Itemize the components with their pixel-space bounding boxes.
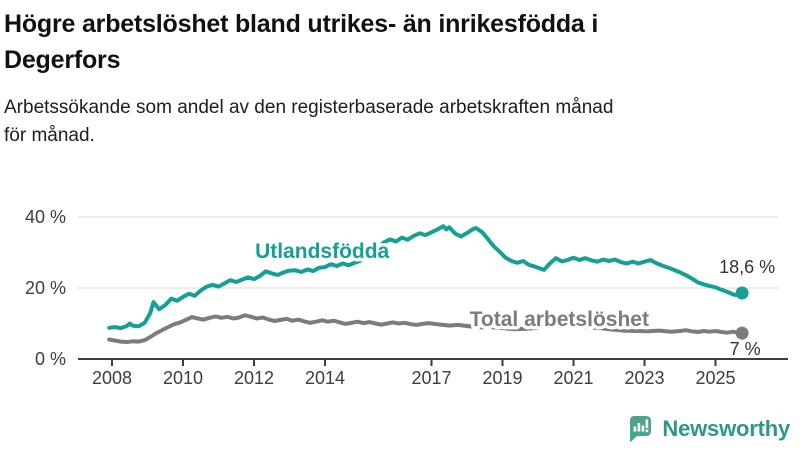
series-end-value-label-0: 18,6 % [719,257,775,277]
x-tick-label-2023: 2023 [624,368,664,388]
newsworthy-wordmark: Newsworthy [662,416,790,441]
series-end-value-label-1: 7 % [730,339,761,359]
x-tick-label-2010: 2010 [163,368,203,388]
x-tick-label-2021: 2021 [553,368,593,388]
chart-title-line-2: Degerfors [4,46,121,74]
x-tick-label-2008: 2008 [92,368,132,388]
x-tick-label-2025: 2025 [695,368,735,388]
chart-subtitle-line-2: för månad. [4,125,95,146]
chart-title: Högre arbetslöshet bland utrikes- än inr… [4,6,784,78]
chart-subtitle: Arbetssökande som andel av den registerb… [4,94,784,150]
x-tick-label-2014: 2014 [305,368,345,388]
x-tick-label-2012: 2012 [234,368,274,388]
series-end-dot-1 [735,326,749,340]
y-tick-label-0: 0 % [35,349,66,369]
series-end-dot-0 [735,286,749,300]
y-tick-label-40: 40 % [25,207,66,227]
chart-title-line-1: Högre arbetslöshet bland utrikes- än inr… [4,10,599,38]
chart-header: Högre arbetslöshet bland utrikes- än inr… [4,6,784,150]
x-tick-label-2019: 2019 [482,368,522,388]
series-line-0 [107,224,745,331]
series-line-1 [107,313,745,344]
chart-subtitle-line-1: Arbetssökande som andel av den registerb… [4,97,614,118]
newsworthy-logo[interactable]: Newsworthy [625,414,790,444]
newsworthy-icon [630,416,652,443]
series-name-label-0: Utlandsfödda [255,240,389,263]
x-tick-label-2017: 2017 [411,368,451,388]
series-name-label-1: Total arbetslöshet [470,308,649,331]
y-tick-label-20: 20 % [25,278,66,298]
